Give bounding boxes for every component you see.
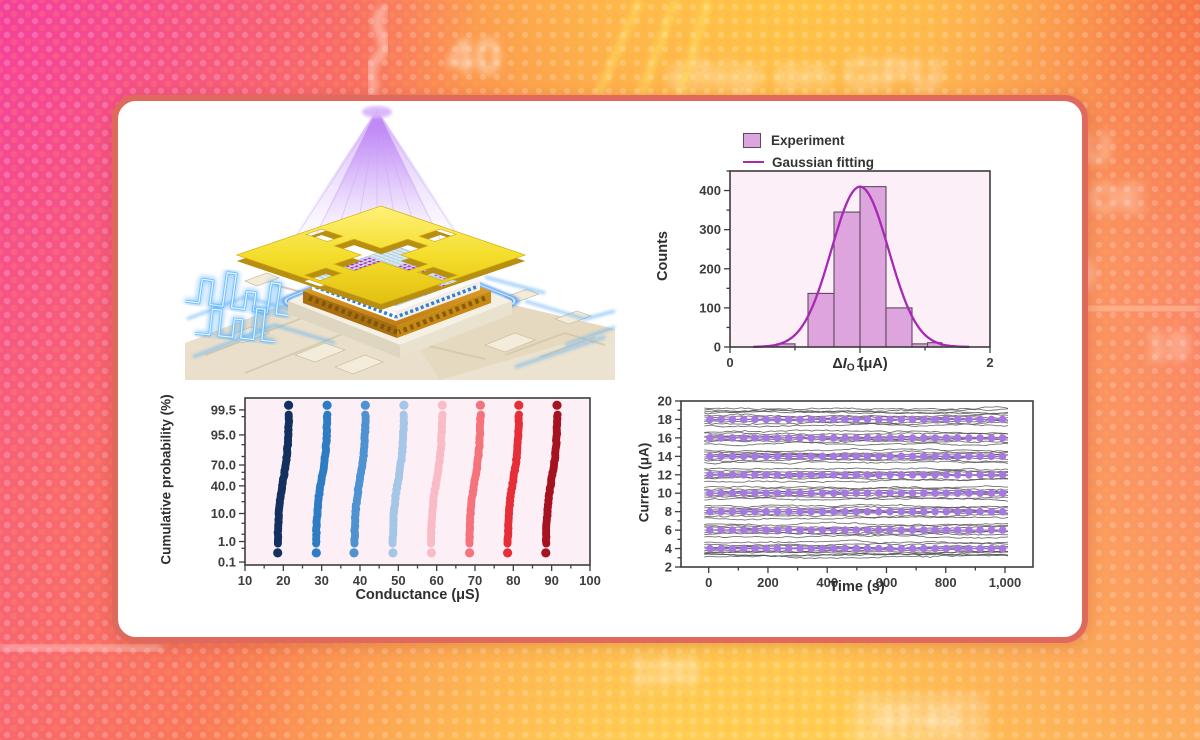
svg-text:10: 10: [658, 486, 672, 501]
svg-text:10.0: 10.0: [211, 506, 236, 521]
svg-text:0: 0: [726, 355, 733, 370]
retention-panel: Current (μA) 0 200 400 600 800 1,000 2 4 6 8 10 12 1…: [620, 385, 1060, 616]
unit-label: (μA): [854, 356, 888, 372]
cumulative-probability-panel: Cumulative probability (%) 10 20 30 40 50 60 7…: [140, 390, 615, 616]
svg-text:800: 800: [935, 575, 957, 590]
histogram-chart: 0 1 2 0 100 200 300 400: [699, 170, 994, 370]
subscript-o: O: [846, 362, 855, 374]
svg-text:0: 0: [705, 575, 712, 590]
background-text: chip on GPU: [668, 50, 943, 100]
background-text: 07:43: [852, 694, 986, 740]
white-streak-deco: [0, 645, 162, 651]
background-text: 100: [630, 650, 700, 695]
svg-text:20: 20: [658, 394, 672, 409]
histogram-xlabel: ΔIO (μA): [730, 356, 990, 374]
experiment-swatch: [743, 132, 761, 148]
cumulative-xlabel: Conductance (μS): [355, 587, 480, 603]
svg-text:10: 10: [238, 573, 252, 588]
svg-text:80: 80: [506, 573, 520, 588]
purple-read-markers: [706, 415, 1007, 553]
svg-text:12: 12: [658, 467, 672, 482]
svg-text:6: 6: [665, 523, 672, 538]
svg-text:50: 50: [391, 573, 405, 588]
legend-experiment: Experiment: [743, 129, 874, 151]
svg-text:18: 18: [658, 412, 672, 427]
gold-mask: [235, 205, 527, 311]
svg-text:90: 90: [544, 573, 558, 588]
cumulative-probability-chart: 10 20 30 40 50 60 70 80 90 100 99.5 95.0 70.0 40.0 10.…: [211, 397, 601, 588]
retention-chart: 0 200 400 600 800 1,000 2 4 6 8 10 12 14 16 18 20: [658, 394, 1034, 590]
probability-dots: [273, 400, 562, 558]
svg-text:1,000: 1,000: [989, 575, 1022, 590]
retention-xlabel: Time (s): [829, 579, 885, 595]
svg-text:1.0: 1.0: [218, 534, 236, 549]
gaussian-fit-curve: [753, 185, 970, 349]
gaussian-line-swatch: [743, 161, 764, 163]
legend-experiment-label: Experiment: [771, 132, 845, 148]
background-text: 40: [447, 30, 502, 85]
svg-text:70.0: 70.0: [211, 458, 236, 473]
svg-text:14: 14: [658, 449, 673, 464]
chip-illustration-panel: [184, 105, 616, 380]
svg-text:600: 600: [876, 575, 898, 590]
svg-text:200: 200: [757, 575, 779, 590]
legend-gaussian-label: Gaussian fitting: [772, 154, 875, 170]
current-symbol: I: [842, 356, 847, 372]
svg-text:99.5: 99.5: [211, 402, 236, 417]
svg-text:0.1: 0.1: [218, 555, 236, 570]
svg-text:40.0: 40.0: [211, 478, 236, 493]
svg-text:400: 400: [699, 183, 721, 198]
white-line-deco: [1085, 306, 1200, 311]
yellow-rays: [594, 0, 712, 97]
svg-text:95.0: 95.0: [211, 427, 236, 442]
svg-text:300: 300: [699, 222, 721, 237]
svg-text:0: 0: [714, 340, 721, 355]
delta-symbol: Δ: [832, 356, 843, 372]
svg-text:100: 100: [699, 300, 721, 315]
squiggle-deco: [365, 4, 390, 100]
svg-text:40: 40: [353, 573, 367, 588]
svg-text:1: 1: [856, 355, 863, 370]
svg-text:70: 70: [468, 573, 482, 588]
svg-text:2: 2: [665, 560, 672, 575]
svg-text:400: 400: [816, 575, 838, 590]
histogram-legend: Experiment Gaussian fitting: [743, 129, 874, 173]
svg-text:100: 100: [579, 573, 601, 588]
svg-text:200: 200: [699, 261, 721, 276]
svg-text:16: 16: [658, 430, 672, 445]
legend-gaussian: Gaussian fitting: [743, 151, 874, 173]
svg-text:30: 30: [314, 573, 328, 588]
svg-text:60: 60: [429, 573, 443, 588]
svg-text:8: 8: [665, 504, 672, 519]
purple-light-beam: [281, 106, 473, 255]
square-wave-signal: [184, 269, 289, 345]
svg-text:4: 4: [665, 541, 673, 556]
svg-text:2: 2: [986, 355, 993, 370]
svg-text:20: 20: [276, 573, 290, 588]
chip-illustration: [184, 106, 616, 380]
background-text: 10: [1146, 326, 1190, 369]
